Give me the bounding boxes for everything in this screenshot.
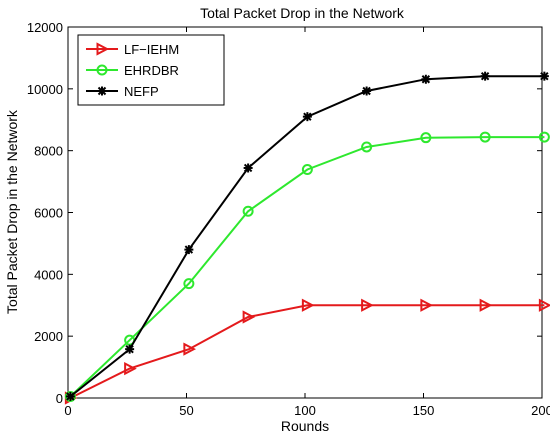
legend-label: EHRDBR: [124, 63, 179, 78]
legend: LF−IEHM EHRDBR NEFP: [77, 34, 225, 106]
x-axis-label: Rounds: [281, 418, 329, 434]
legend-marker: [97, 86, 107, 96]
y-axis-label: Total Packet Drop in the Network: [4, 109, 20, 314]
data-point: [479, 298, 493, 312]
x-axis: 0 50 100 150 200: [64, 27, 550, 418]
data-point: [420, 298, 434, 312]
y-tick-label: 12000: [27, 20, 63, 35]
y-tick-label: 0: [56, 391, 63, 406]
data-point: [183, 278, 195, 290]
data-point: [301, 164, 313, 176]
data-point: [242, 310, 256, 324]
legend-label: NEFP: [124, 84, 159, 99]
x-tick-label: 50: [179, 403, 193, 418]
data-point: [361, 141, 373, 153]
y-axis: 0 2000 4000 6000 8000 10000 12000: [27, 20, 542, 406]
data-point: [302, 112, 312, 122]
data-point: [538, 298, 550, 312]
data-point: [301, 298, 315, 312]
y-tick-label: 4000: [34, 267, 63, 282]
data-point: [480, 71, 490, 81]
x-tick-label: 150: [413, 403, 435, 418]
chart-title: Total Packet Drop in the Network: [200, 5, 405, 21]
data-point: [538, 131, 550, 143]
data-point: [479, 131, 491, 143]
y-tick-label: 8000: [34, 144, 63, 159]
data-point: [361, 298, 374, 312]
y-tick-label: 6000: [34, 206, 63, 221]
data-point: [184, 245, 194, 255]
y-tick-label: 2000: [34, 329, 63, 344]
data-point: [420, 132, 432, 144]
legend-marker: [96, 64, 108, 76]
data-point: [242, 205, 254, 217]
data-point: [539, 71, 549, 81]
series-line-0: [69, 304, 545, 399]
data-point: [183, 342, 197, 356]
data-point: [362, 86, 372, 96]
x-tick-label: 0: [64, 403, 71, 418]
legend-label: LF−IEHM: [124, 42, 179, 57]
y-tick-label: 10000: [27, 82, 63, 97]
data-point: [65, 391, 75, 401]
series-layer: [64, 71, 550, 405]
data-point: [421, 74, 431, 84]
data-point: [124, 361, 137, 376]
legend-marker: [96, 42, 110, 56]
series-line-1: [69, 136, 545, 398]
x-tick-label: 100: [294, 403, 316, 418]
data-point: [243, 163, 253, 173]
x-tick-label: 200: [531, 403, 550, 418]
data-point: [125, 344, 135, 354]
